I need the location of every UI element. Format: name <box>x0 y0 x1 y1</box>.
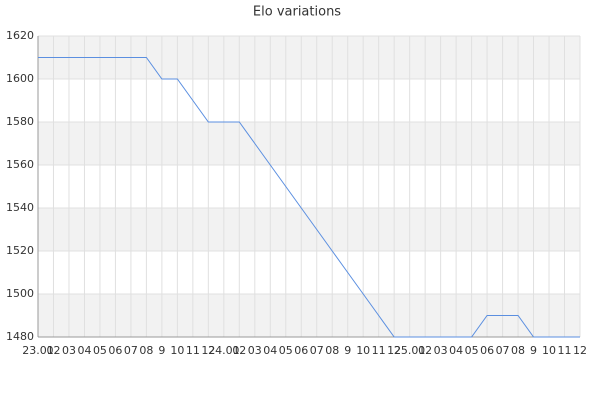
x-tick-label: 11 <box>372 344 386 357</box>
grid-band <box>38 208 580 251</box>
x-tick-label: 02 <box>418 344 432 357</box>
x-tick-label: 9 <box>158 344 165 357</box>
x-tick-label: 02 <box>46 344 60 357</box>
x-tick-label: 03 <box>62 344 76 357</box>
x-tick-label: 10 <box>542 344 556 357</box>
x-tick-label: 06 <box>480 344 494 357</box>
x-tick-label: 12 <box>387 344 401 357</box>
x-tick-label: 05 <box>93 344 107 357</box>
x-tick-label: 23.01 <box>22 344 54 357</box>
x-tick-label: 12 <box>573 344 587 357</box>
y-tick-label: 1540 <box>6 201 34 214</box>
chart-title: Elo variations <box>253 5 341 20</box>
series-line <box>38 57 580 338</box>
x-tick-label: 07 <box>310 344 324 357</box>
y-tick-label: 1600 <box>6 72 34 85</box>
y-tick-label: 1480 <box>6 330 34 343</box>
x-tick-label: 11 <box>186 344 200 357</box>
x-tick-label: 04 <box>77 344 91 357</box>
x-tick-label: 11 <box>558 344 572 357</box>
x-tick-label: 08 <box>325 344 339 357</box>
x-tick-label: 10 <box>170 344 184 357</box>
x-tick-label: 12 <box>201 344 215 357</box>
x-tick-label: 05 <box>465 344 479 357</box>
x-tick-label: 08 <box>139 344 153 357</box>
x-tick-label: 03 <box>248 344 262 357</box>
y-tick-label: 1500 <box>6 287 34 300</box>
x-tick-label: 9 <box>344 344 351 357</box>
x-tick-label: 04 <box>449 344 463 357</box>
x-tick-label: 08 <box>511 344 525 357</box>
x-tick-label: 25.01 <box>394 344 426 357</box>
x-tick-label: 24.01 <box>208 344 240 357</box>
x-tick-label: 04 <box>263 344 277 357</box>
grid-band <box>38 122 580 165</box>
x-tick-label: 07 <box>124 344 138 357</box>
y-tick-label: 1520 <box>6 244 34 257</box>
x-tick-label: 10 <box>356 344 370 357</box>
x-tick-label: 9 <box>530 344 537 357</box>
x-tick-label: 02 <box>232 344 246 357</box>
x-tick-label: 06 <box>108 344 122 357</box>
y-tick-label: 1580 <box>6 115 34 128</box>
y-tick-label: 1560 <box>6 158 34 171</box>
x-tick-label: 03 <box>434 344 448 357</box>
x-tick-label: 07 <box>496 344 510 357</box>
x-tick-label: 06 <box>294 344 308 357</box>
y-tick-label: 1620 <box>6 29 34 42</box>
x-tick-label: 05 <box>279 344 293 357</box>
